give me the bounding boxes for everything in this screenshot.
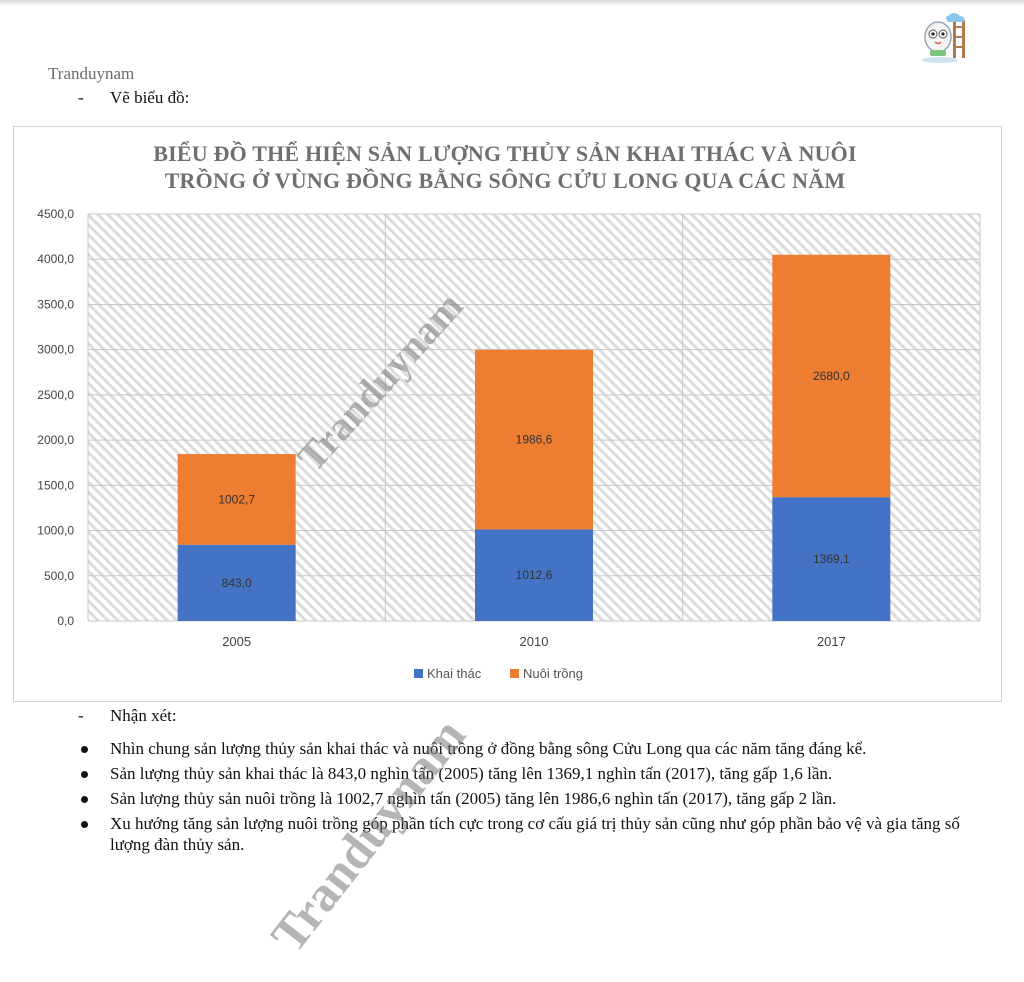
comment-item: Nhìn chung sản lượng thủy sản khai thác …: [78, 738, 968, 759]
y-tick-label: 2000,0: [37, 433, 74, 447]
legend-label: Khai thác: [427, 666, 482, 681]
data-label: 1002,7: [218, 492, 255, 506]
legend-swatch: [510, 669, 519, 678]
y-tick-label: 4000,0: [37, 252, 74, 266]
y-tick-label: 500,0: [44, 569, 74, 583]
bar-segment: [177, 454, 296, 545]
x-tick-label: 2005: [222, 634, 251, 649]
chart-title-line-1: BIỂU ĐỒ THỂ HIỆN SẢN LƯỢNG THỦY SẢN KHAI…: [153, 141, 857, 166]
x-tick-label: 2010: [520, 634, 549, 649]
y-tick-label: 1000,0: [37, 524, 74, 538]
y-tick-label: 3000,0: [37, 343, 74, 357]
comments-list: Nhìn chung sản lượng thủy sản khai thác …: [78, 738, 968, 859]
x-tick-label: 2017: [817, 634, 846, 649]
dash-marker: -: [78, 706, 84, 725]
comment-item: Xu hướng tăng sản lượng nuôi trồng góp p…: [78, 813, 968, 855]
comments-heading: Nhận xét:: [110, 706, 177, 725]
page-top-edge: [0, 0, 1024, 6]
chart-title: BIỂU ĐỒ THỂ HIỆN SẢN LƯỢNG THỦY SẢN KHAI…: [0, 140, 1010, 194]
data-label: 1012,6: [516, 568, 553, 582]
data-label: 1369,1: [813, 552, 850, 566]
author-name: Tranduynam: [48, 64, 135, 83]
y-tick-label: 2500,0: [37, 388, 74, 402]
bar-segment: [772, 497, 891, 621]
y-tick-label: 0,0: [57, 614, 74, 628]
comments-heading-line: - Nhận xét:: [78, 706, 177, 726]
bar-segment: [772, 254, 891, 498]
mascot-logo-icon: [922, 13, 965, 63]
data-label: 1986,6: [516, 433, 553, 447]
comment-item: Sản lượng thủy sản nuôi trồng là 1002,7 …: [78, 788, 968, 809]
draw-chart-label: Vẽ biểu đồ:: [110, 88, 190, 107]
bar-segment: [177, 544, 296, 621]
dash-marker: -: [78, 88, 84, 107]
draw-chart-line: - Vẽ biểu đồ:: [78, 88, 189, 108]
bar-segment: [475, 349, 593, 530]
y-tick-label: 4500,0: [37, 207, 74, 221]
comment-item: Sản lượng thủy sản khai thác là 843,0 ng…: [78, 763, 968, 784]
y-tick-label: 1500,0: [37, 478, 74, 492]
bar-segment: [475, 529, 593, 621]
legend-swatch: [414, 669, 423, 678]
chart-title-line-2: TRỒNG Ở VÙNG ĐỒNG BẰNG SÔNG CỬU LONG QUA…: [164, 168, 846, 193]
data-label: 2680,0: [813, 369, 850, 383]
legend-label: Nuôi trồng: [523, 666, 583, 681]
data-label: 843,0: [222, 576, 252, 590]
y-tick-label: 3500,0: [37, 297, 74, 311]
